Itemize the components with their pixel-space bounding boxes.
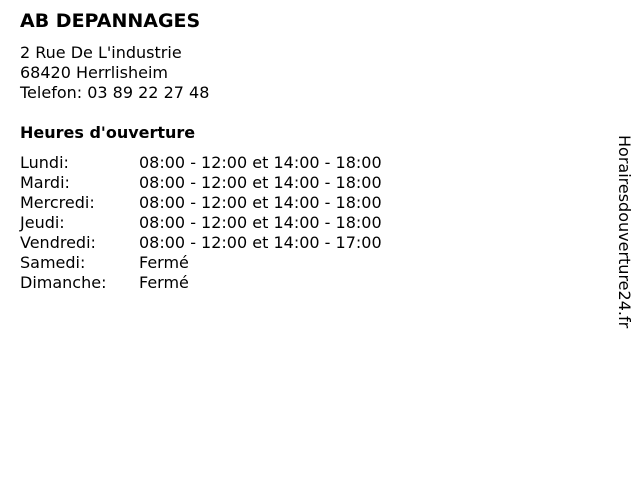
- hours-table: Lundi: 08:00 - 12:00 et 14:00 - 18:00 Mard…: [18, 153, 384, 293]
- hours-row: Mercredi: 08:00 - 12:00 et 14:00 - 18:00: [18, 193, 384, 213]
- hours-row: Jeudi: 08:00 - 12:00 et 14:00 - 18:00: [18, 213, 384, 233]
- day-label: Vendredi:: [20, 233, 96, 252]
- day-label: Mercredi:: [20, 193, 95, 212]
- day-label: Mardi:: [20, 173, 70, 192]
- hours-row: Mardi: 08:00 - 12:00 et 14:00 - 18:00: [18, 173, 384, 193]
- day-hours: Fermé: [139, 253, 189, 272]
- hours-row: Vendredi: 08:00 - 12:00 et 14:00 - 17:00: [18, 233, 384, 253]
- hours-row: Samedi: Fermé: [18, 253, 384, 273]
- phone-number: Telefon: 03 89 22 27 48: [20, 83, 210, 102]
- day-label: Jeudi:: [20, 213, 65, 232]
- day-label: Dimanche:: [20, 273, 107, 292]
- day-label: Samedi:: [20, 253, 86, 272]
- day-hours: 08:00 - 12:00 et 14:00 - 17:00: [139, 233, 382, 252]
- hours-row: Dimanche: Fermé: [18, 273, 384, 293]
- address-street: 2 Rue De L'industrie: [20, 43, 182, 62]
- address-block: 2 Rue De L'industrie 68420 Herrlisheim T…: [20, 43, 209, 103]
- day-hours: Fermé: [139, 273, 189, 292]
- address-city: 68420 Herrlisheim: [20, 63, 168, 82]
- hours-row: Lundi: 08:00 - 12:00 et 14:00 - 18:00: [18, 153, 384, 173]
- day-hours: 08:00 - 12:00 et 14:00 - 18:00: [139, 213, 382, 232]
- day-hours: 08:00 - 12:00 et 14:00 - 18:00: [139, 153, 382, 172]
- hours-heading: Heures d'ouverture: [20, 123, 196, 142]
- site-watermark: Horairesdouverture24.fr: [615, 135, 634, 329]
- day-label: Lundi:: [20, 153, 69, 172]
- business-name: AB DEPANNAGES: [20, 10, 201, 32]
- day-hours: 08:00 - 12:00 et 14:00 - 18:00: [139, 173, 382, 192]
- day-hours: 08:00 - 12:00 et 14:00 - 18:00: [139, 193, 382, 212]
